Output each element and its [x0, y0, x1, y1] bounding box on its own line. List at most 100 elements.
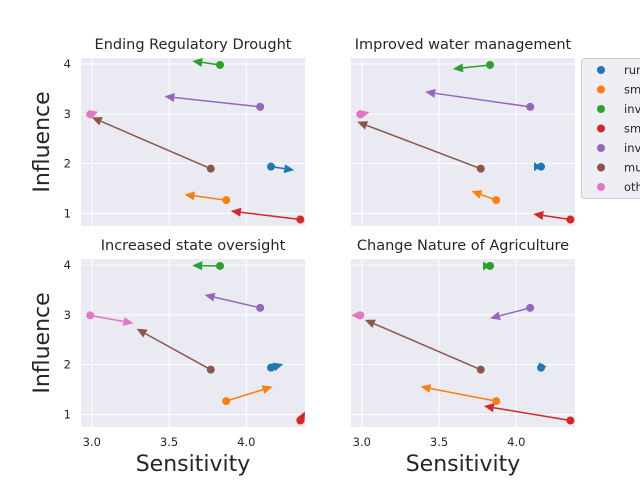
data-point [537, 363, 546, 372]
data-point [256, 303, 265, 312]
arrow-head [192, 261, 203, 271]
arrow-head [164, 92, 175, 102]
x-axis-label: Sensitivity [406, 452, 521, 477]
data-point [486, 261, 495, 270]
y-tick-label: 1 [64, 207, 71, 221]
y-tick-label: 3 [64, 308, 71, 322]
y-axis-label: Influence [30, 91, 55, 192]
arrow-shaft [100, 120, 212, 170]
data-point [222, 196, 231, 205]
data-point [206, 164, 215, 173]
arrow-shaft [194, 195, 227, 201]
arrow-shaft [543, 214, 571, 221]
data-point [566, 215, 575, 224]
data-point [256, 102, 265, 111]
data-point [86, 311, 95, 320]
data-point [492, 397, 501, 406]
arrow-shaft [225, 388, 264, 402]
subplot-title: Ending Regulatory Drought [95, 37, 292, 53]
arrow-head [261, 385, 273, 394]
data-point [526, 303, 535, 312]
data-point [216, 261, 225, 270]
data-point [356, 311, 365, 320]
arrow-head [483, 403, 495, 413]
arrow-shaft [493, 406, 571, 422]
arrow-shaft [373, 323, 482, 371]
y-tick-label: 4 [64, 258, 71, 272]
arrow-shaft [145, 332, 212, 371]
legend-entry: sm [624, 83, 640, 97]
arrow-head [91, 117, 103, 126]
subplot-1: Ending Regulatory Drought 1 2 3 4 Influence [30, 37, 305, 226]
data-point [486, 60, 495, 69]
arrow-head [283, 164, 295, 174]
arrow-head [425, 88, 436, 98]
legend-entry: sm [624, 122, 640, 136]
data-point [476, 365, 485, 374]
arrow-head [230, 207, 242, 217]
y-tick-label: 2 [64, 358, 71, 372]
arrow-head [122, 317, 134, 326]
arrow-head [420, 384, 432, 393]
data-point [267, 162, 276, 171]
data-point [267, 363, 276, 372]
arrow-head [357, 121, 369, 130]
y-tick-label: 4 [64, 57, 71, 71]
arrow-shaft [174, 96, 261, 108]
subplot-title: Improved water management [355, 37, 572, 53]
legend-marker [597, 85, 605, 94]
subplot-title: Change Nature of Agriculture [357, 238, 569, 254]
data-point [222, 397, 231, 406]
legend-entry: mu [624, 161, 640, 175]
plot-area [351, 259, 575, 427]
arrow-head [452, 63, 464, 73]
legend-marker [597, 105, 605, 113]
x-tick-label: 4.0 [237, 435, 255, 449]
arrow-head [471, 190, 483, 199]
data-point [296, 416, 305, 425]
x-tick-label: 3.0 [83, 435, 101, 449]
plot-area [81, 58, 305, 226]
data-point [356, 110, 365, 119]
subplot-3: Increased state oversight 1 2 3 4 Influence 3.… [30, 238, 305, 477]
y-tick-label: 3 [64, 107, 71, 121]
legend-entry: inv [624, 102, 640, 116]
x-tick-label: 3.5 [160, 435, 178, 449]
subplot-title: Increased state oversight [101, 238, 286, 254]
arrow-shaft [366, 124, 482, 170]
data-point [492, 196, 501, 205]
arrow-shaft [462, 64, 491, 69]
arrow-shaft [240, 211, 301, 221]
x-tick-label: 3.0 [353, 435, 371, 449]
arrow-head [272, 362, 284, 372]
plot-area [351, 58, 575, 226]
plot-area [81, 259, 305, 427]
arrow-shaft [214, 296, 261, 309]
arrow-shaft [430, 387, 497, 402]
subplot-4: Change Nature of Agriculture 3.0 3.5 4.0 Sen… [351, 238, 575, 477]
data-point [566, 416, 575, 425]
data-point [86, 110, 95, 119]
y-axis-label: Influence [30, 292, 55, 393]
legend-marker [597, 124, 605, 133]
data-point [296, 215, 305, 224]
legend-marker [597, 183, 605, 191]
arrow-head [490, 311, 501, 321]
legend-entry: rur [624, 63, 640, 77]
arrow-shaft [434, 92, 531, 108]
y-tick-label: 2 [64, 157, 71, 171]
arrow-head [136, 328, 148, 338]
arrow-head [204, 292, 216, 302]
arrow-shaft [90, 314, 124, 323]
legend: rur sm inv sm inv mu oth [581, 58, 640, 199]
data-point [216, 60, 225, 69]
arrow-head [533, 211, 544, 220]
legend-marker [597, 163, 605, 172]
arrow-head [184, 191, 196, 201]
legend-marker [597, 144, 605, 152]
arrow-shaft [499, 307, 531, 317]
x-tick-label: 3.5 [430, 435, 448, 449]
data-point [526, 102, 535, 111]
arrow-head [192, 57, 203, 67]
